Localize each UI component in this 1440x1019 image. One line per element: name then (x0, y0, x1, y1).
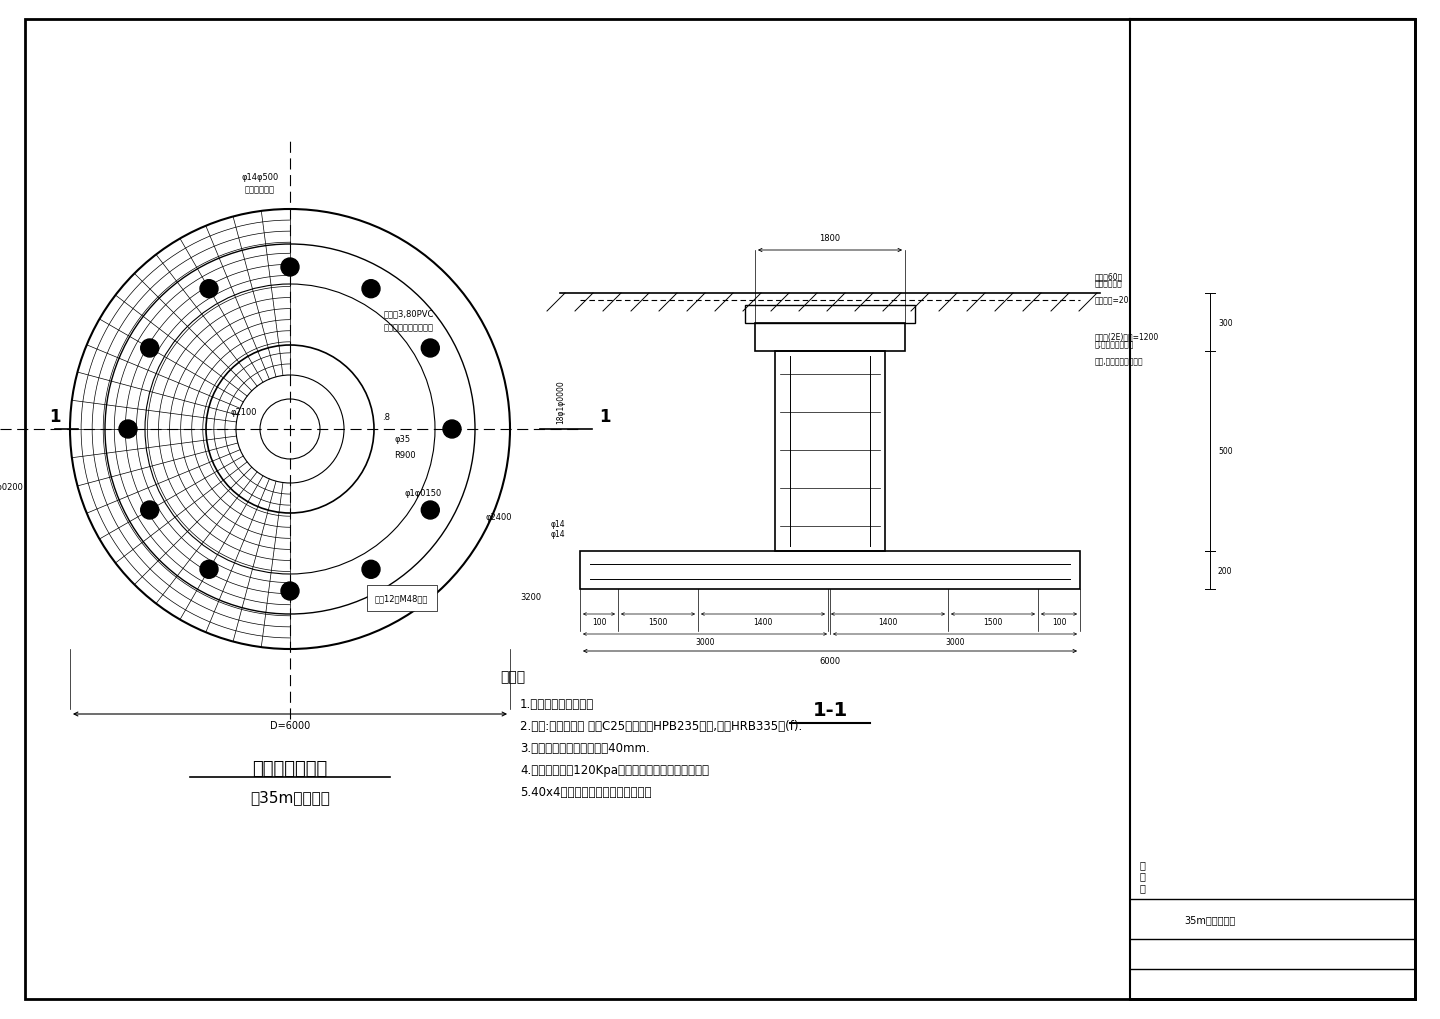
Text: 3000: 3000 (696, 637, 714, 646)
Text: 筋,螺纹空芯预制块: 筋,螺纹空芯预制块 (1094, 339, 1135, 348)
Text: 1400: 1400 (753, 618, 773, 627)
Text: φ2400: φ2400 (485, 513, 511, 522)
Text: 1-1: 1-1 (812, 700, 848, 718)
Text: φ1φ0150: φ1φ0150 (405, 488, 441, 497)
Text: R900: R900 (395, 450, 416, 460)
Text: 放射筋匀布置: 放射筋匀布置 (245, 184, 275, 194)
Text: 1400: 1400 (878, 618, 897, 627)
Text: D=6000: D=6000 (269, 720, 310, 731)
Circle shape (281, 259, 300, 277)
Text: 定位及大小见总图图纸: 定位及大小见总图图纸 (384, 323, 433, 331)
Bar (580, 551, 1080, 589)
Circle shape (120, 421, 137, 438)
Circle shape (422, 501, 439, 520)
Text: 2.材料:混凝土等级 基础C25，钛筋类HPB235级（,）及HRB335级(f).: 2.材料:混凝土等级 基础C25，钛筋类HPB235级（,）及HRB335级(f… (520, 719, 802, 733)
Text: 筋间,螺纹空芯预制块人: 筋间,螺纹空芯预制块人 (1094, 357, 1143, 366)
Circle shape (141, 501, 158, 520)
Text: 预埋12颗M48螺柱: 预埋12颗M48螺柱 (374, 594, 428, 603)
Bar (775, 352, 886, 551)
Text: 300: 300 (1218, 318, 1233, 327)
Text: 5.40x4镀锌扁钐炚在杆底盘法兰上。: 5.40x4镀锌扁钐炚在杆底盘法兰上。 (520, 786, 651, 798)
Text: 100: 100 (1051, 618, 1066, 627)
Text: 3200: 3200 (520, 592, 541, 601)
Text: 砼垫层60厚: 砼垫层60厚 (1094, 272, 1123, 280)
Text: 200: 200 (1218, 566, 1233, 575)
Text: 1.图中尺寸以毫米计。: 1.图中尺寸以毫米计。 (520, 697, 595, 710)
Circle shape (361, 280, 380, 299)
Circle shape (444, 421, 461, 438)
Bar (744, 306, 914, 324)
Text: 500: 500 (1218, 447, 1233, 457)
Text: 100: 100 (592, 618, 606, 627)
Text: 垫石高度=20: 垫石高度=20 (1094, 294, 1129, 304)
Text: φ35: φ35 (395, 434, 410, 443)
Circle shape (200, 560, 217, 579)
Bar (755, 324, 904, 352)
Text: φ14: φ14 (550, 530, 564, 538)
Text: 1: 1 (599, 408, 611, 426)
Text: 1500: 1500 (648, 618, 668, 627)
Text: 3000: 3000 (945, 637, 965, 646)
Text: φ14: φ14 (550, 520, 564, 529)
Text: 基础平面布置图: 基础平面布置图 (252, 759, 328, 777)
Circle shape (361, 560, 380, 579)
Text: 1: 1 (49, 408, 60, 426)
Text: .8: .8 (382, 413, 390, 422)
Circle shape (200, 280, 217, 299)
Circle shape (141, 339, 158, 358)
Text: （35m高杆灯）: （35m高杆灯） (251, 790, 330, 804)
Text: 定位框(2E)填料=1200: 定位框(2E)填料=1200 (1094, 331, 1159, 340)
Text: 6000: 6000 (819, 656, 841, 665)
Text: 工
程
名: 工 程 名 (1140, 859, 1146, 893)
Text: 说明：: 说明： (500, 669, 526, 684)
Text: 18φ1φ0000: 18φ1φ0000 (556, 380, 564, 424)
Text: 3.混凝土保护层厚度：基础40mm.: 3.混凝土保护层厚度：基础40mm. (520, 741, 649, 754)
Text: 1500: 1500 (984, 618, 1002, 627)
Text: φ14φ500: φ14φ500 (242, 173, 278, 181)
Circle shape (422, 339, 439, 358)
Text: 4.地基承载力为120Kpa，基础四周回填应分层夸实。: 4.地基承载力为120Kpa，基础四周回填应分层夸实。 (520, 763, 708, 776)
Circle shape (281, 583, 300, 600)
Text: φ2100: φ2100 (230, 408, 256, 417)
Text: 35m高杆灯基础: 35m高杆灯基础 (1184, 914, 1236, 924)
Text: 电缆管3,80PVC: 电缆管3,80PVC (384, 309, 435, 318)
Text: 1800: 1800 (819, 233, 841, 243)
Text: 素混凝土垫层: 素混凝土垫层 (1094, 279, 1123, 287)
Text: 13φ1φ0200: 13φ1φ0200 (0, 483, 23, 491)
